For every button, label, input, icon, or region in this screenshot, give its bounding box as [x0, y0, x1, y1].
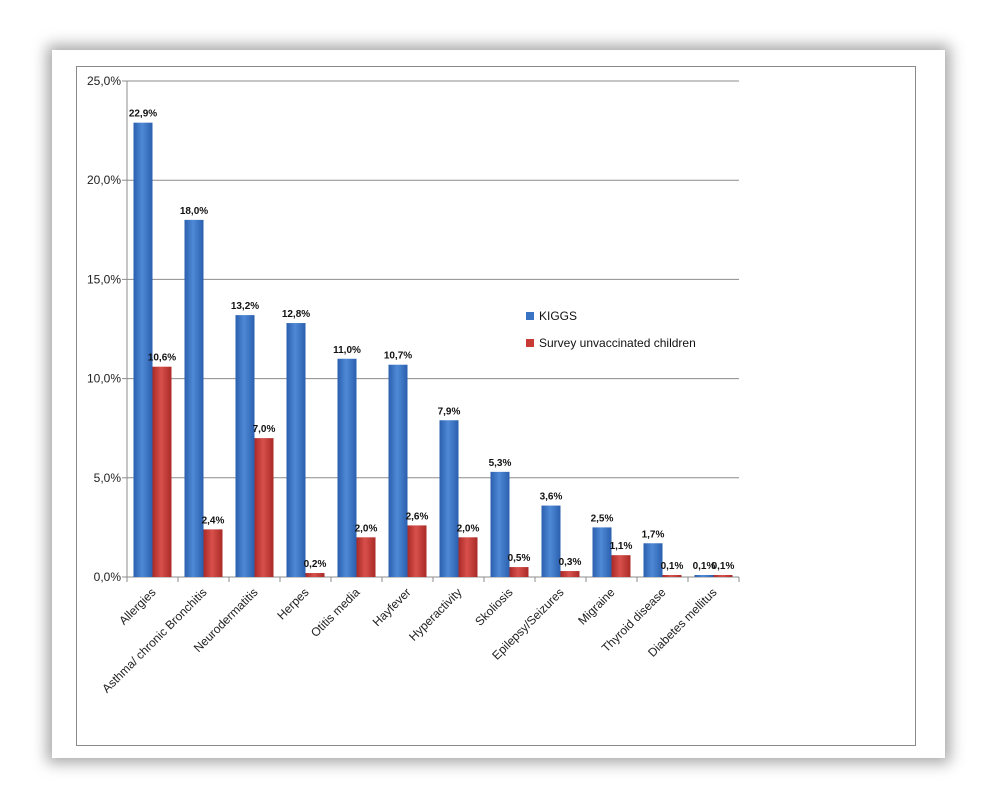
bar-survey — [662, 575, 682, 577]
legend-label-survey: Survey unvaccinated children — [539, 336, 696, 350]
bar-kiggs — [184, 219, 204, 577]
axes: 0,0% 5,0% 10,0% 15,0% 20,0% 25,0% — [87, 74, 740, 584]
data-label: 3,6% — [540, 492, 563, 503]
bar-kiggs — [643, 543, 663, 577]
bar-survey — [305, 573, 325, 577]
x-tick-label: Migraine — [575, 585, 618, 628]
gridlines — [127, 80, 739, 479]
y-tick-label: 25,0% — [87, 74, 121, 88]
chart-border — [76, 66, 916, 746]
data-label: 10,6% — [148, 353, 176, 364]
x-tick-label: Asthma/ chronic Bronchitis — [99, 585, 209, 695]
bar-kiggs — [133, 122, 153, 577]
data-label: 0,2% — [304, 559, 327, 570]
bar-survey — [560, 571, 580, 577]
y-tick-label: 5,0% — [94, 471, 122, 485]
data-label: 0,1% — [712, 561, 735, 572]
bar-survey — [713, 575, 733, 577]
x-tick-label: Hayfever — [370, 585, 414, 629]
bar-kiggs — [439, 420, 459, 577]
data-label: 2,6% — [406, 511, 429, 522]
data-label: 11,0% — [333, 345, 361, 356]
bar-survey — [356, 537, 376, 577]
x-tick-label: Herpes — [274, 585, 311, 622]
data-label: 7,9% — [438, 406, 461, 417]
bar-kiggs — [592, 527, 612, 577]
data-label: 0,3% — [559, 557, 582, 568]
x-tick-label: Otitis media — [308, 585, 363, 640]
bar-kiggs — [235, 315, 255, 577]
data-label: 12,8% — [282, 309, 310, 320]
data-label: 2,0% — [457, 523, 480, 534]
data-label: 7,0% — [253, 424, 276, 435]
data-label: 2,4% — [202, 515, 225, 526]
bar-survey — [407, 525, 427, 577]
data-label: 0,5% — [508, 553, 531, 564]
x-tick-label: Allergies — [116, 585, 158, 627]
bar-survey — [254, 438, 274, 577]
data-label: 13,2% — [231, 301, 259, 312]
y-tick-label: 10,0% — [87, 372, 121, 386]
data-label: 0,1% — [661, 561, 684, 572]
legend-label-kiggs: KIGGS — [539, 309, 577, 323]
data-label: 1,7% — [642, 529, 665, 540]
y-tick-label: 20,0% — [87, 173, 121, 187]
data-label: 1,1% — [610, 541, 633, 552]
legend-swatch-survey — [526, 339, 534, 347]
legend: KIGGS Survey unvaccinated children — [526, 309, 696, 350]
data-label: 5,3% — [489, 458, 512, 469]
legend-swatch-kiggs — [526, 312, 534, 320]
data-label: 0,1% — [693, 561, 716, 572]
bar-kiggs — [388, 364, 408, 577]
y-tick-label: 0,0% — [94, 570, 122, 584]
data-labels: 22,9% 10,6% 18,0% 2,4% 13,2% 7,0% 12,8% 0,2% 11,… — [129, 109, 735, 572]
bar-survey — [458, 537, 478, 577]
x-tick-label: Skoliosis — [472, 585, 515, 628]
bar-survey — [509, 567, 529, 577]
bars — [133, 122, 733, 577]
x-tick-label: Hyperactivity — [406, 585, 464, 643]
bar-survey — [611, 555, 631, 577]
bar-survey — [152, 366, 172, 577]
data-label: 2,5% — [591, 513, 614, 524]
data-label: 18,0% — [180, 206, 208, 217]
bar-kiggs — [490, 471, 510, 577]
data-label: 22,9% — [129, 109, 157, 120]
y-tick-label: 15,0% — [87, 272, 121, 286]
bar-kiggs — [694, 575, 714, 577]
bar-survey — [203, 529, 223, 577]
bar-kiggs — [337, 358, 357, 577]
data-label: 2,0% — [355, 523, 378, 534]
data-label: 10,7% — [384, 351, 412, 362]
bar-kiggs — [541, 505, 561, 577]
bar-kiggs — [286, 323, 306, 577]
